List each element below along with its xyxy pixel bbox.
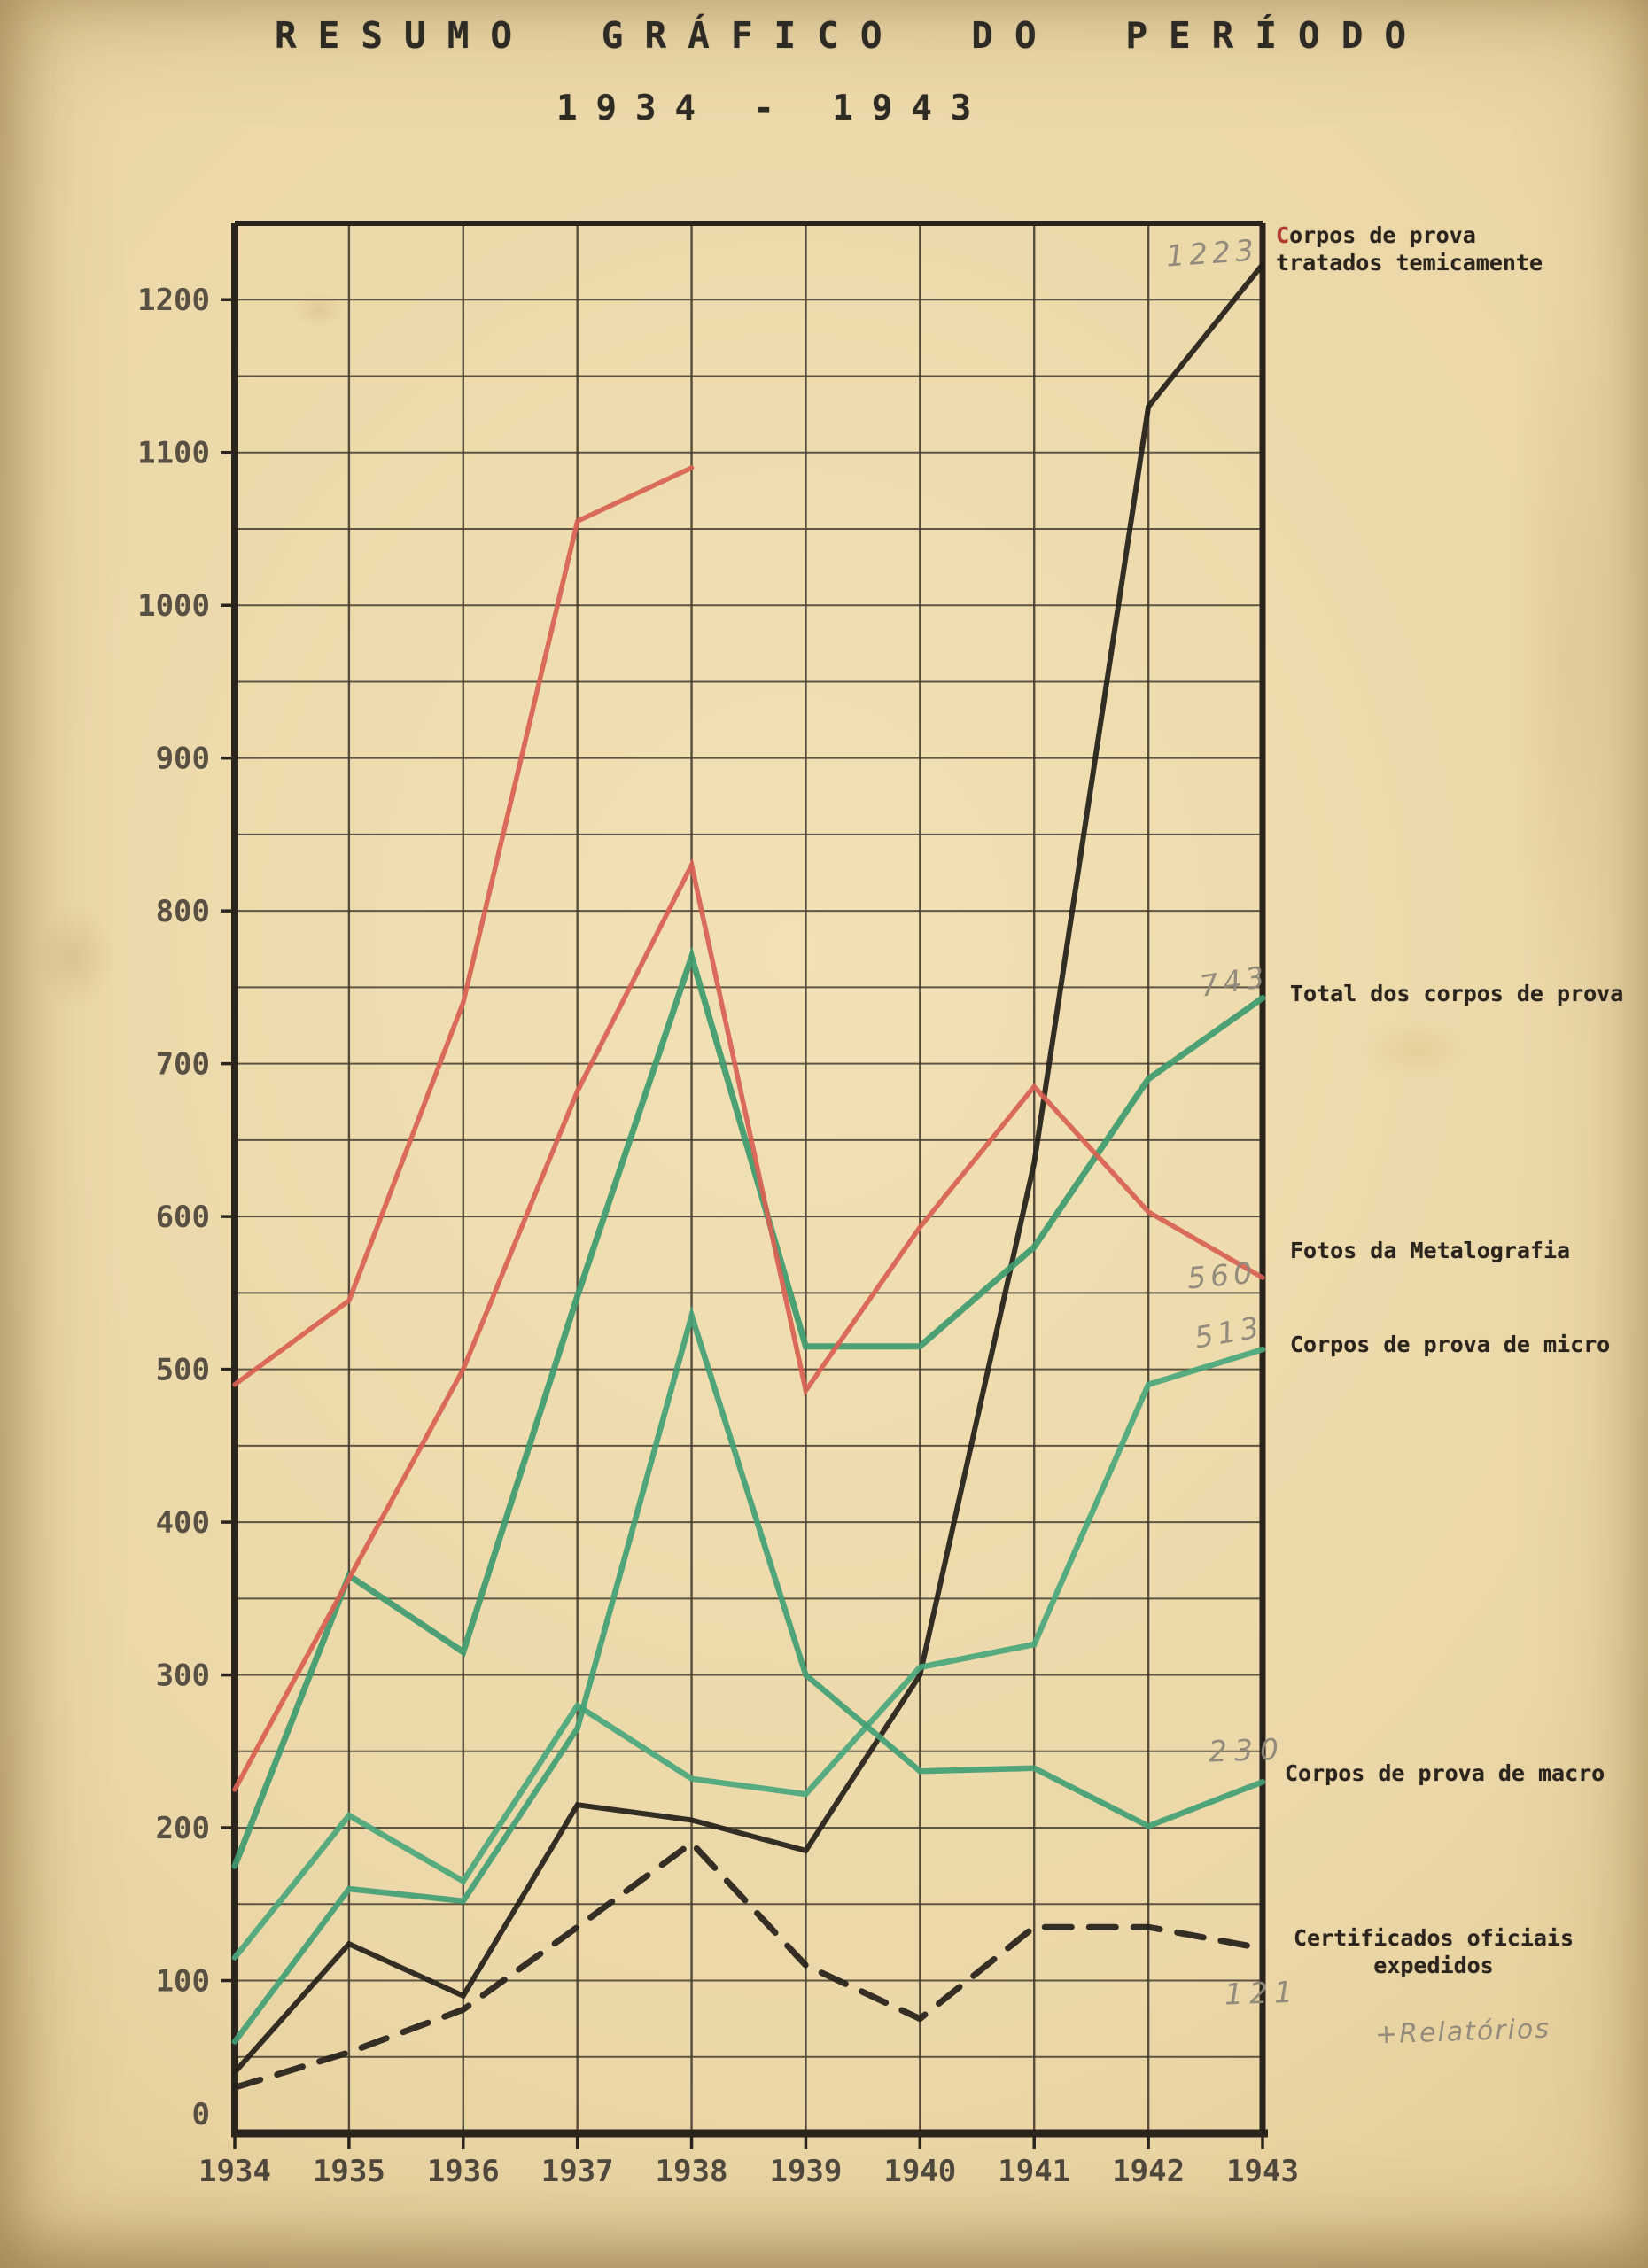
series-line-total [231, 946, 1266, 1869]
pencil-value-fotos: 560 [1185, 1254, 1258, 1296]
y-tick-label: 800 [156, 894, 210, 929]
y-tick-label: 900 [156, 742, 210, 777]
x-tick-label: 1936 [427, 2154, 500, 2189]
x-tick-label: 1940 [883, 2154, 956, 2189]
x-tick-label: 1943 [1226, 2154, 1299, 2189]
series-line-aux_red [232, 465, 695, 1387]
series-line-fotos [232, 858, 1265, 1792]
y-tick-label: 1000 [137, 588, 210, 624]
series-line-micro [231, 1346, 1266, 1961]
x-tick-label: 1942 [1112, 2154, 1185, 2189]
y-tick-label: 700 [156, 1047, 210, 1083]
legend-fotos: Fotos da Metalografia [1290, 1238, 1571, 1263]
y-tick-label: 100 [156, 1964, 210, 2000]
y-origin-label: 0 [192, 2097, 210, 2132]
series-line-certificados [231, 1838, 1266, 2091]
x-tick-label: 1941 [998, 2154, 1070, 2189]
pencil-note-relatorios: +Relatórios [1374, 2013, 1551, 2051]
pencil-value-certificados: 121 [1224, 1974, 1300, 2012]
series-line-macro [231, 1305, 1266, 2045]
y-tick-label: 400 [156, 1505, 210, 1541]
y-tick-label: 300 [156, 1658, 210, 1694]
pencil-value-treated: 1223 [1164, 232, 1260, 274]
pencil-value-macro: 230 [1208, 1731, 1287, 1769]
y-tick-label: 600 [156, 1200, 210, 1235]
x-tick-label: 1934 [198, 2154, 271, 2189]
legend-micro: Corpos de prova de micro [1290, 1332, 1611, 1357]
legend-macro: Corpos de prova de macro [1285, 1760, 1605, 1786]
legend-treated: Corpos de prova tratados temicamente [1276, 221, 1543, 276]
series-line-treated [232, 261, 1265, 2075]
legend-certificados-line1: Certificados oficiais [1293, 1925, 1574, 1951]
chart-title: RESUMO GRÁFICO DO PERÍODO [275, 14, 1428, 57]
legend-treated-line2: tratados temicamente [1276, 250, 1543, 276]
y-tick-label: 200 [156, 1811, 210, 1846]
legend-treated-line1: Corpos de prova [1276, 222, 1476, 248]
x-tick-label: 1935 [313, 2154, 385, 2189]
legend-certificados-line2: expedidos [1373, 1953, 1494, 1978]
legend-total: Total dos corpos de prova [1290, 981, 1624, 1006]
x-tick-label: 1937 [541, 2154, 614, 2189]
y-tick-label: 500 [156, 1353, 210, 1388]
legend-certificados: Certificados oficiais expedidos [1283, 1924, 1584, 1979]
chart-period-subtitle: 1934 - 1943 [556, 89, 991, 128]
x-tick-label: 1939 [769, 2154, 842, 2189]
x-tick-label: 1938 [656, 2154, 728, 2189]
y-tick-label: 1200 [137, 283, 210, 318]
y-tick-label: 1100 [137, 436, 210, 471]
